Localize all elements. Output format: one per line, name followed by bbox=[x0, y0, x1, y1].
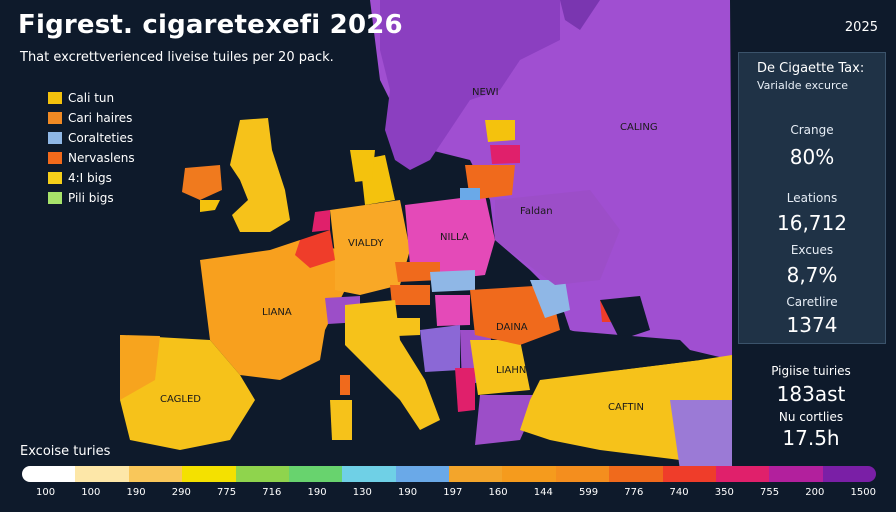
region-germany bbox=[330, 200, 410, 295]
legend-item: Cari haires bbox=[48, 108, 135, 128]
scale-tick: 350 bbox=[714, 487, 734, 498]
scale-tick: 160 bbox=[488, 487, 508, 498]
legend-item: Cali tun bbox=[48, 88, 135, 108]
stat-label: Crange bbox=[790, 123, 834, 137]
map-title: Figrest. cigaretexefi 2026 bbox=[18, 10, 403, 40]
region-ireland bbox=[182, 165, 222, 200]
map-label-faldan: Faldan bbox=[520, 206, 553, 217]
scale-segment bbox=[449, 466, 503, 482]
map-subtitle: That excrettverienced liveise tuiles per… bbox=[20, 50, 334, 65]
scale-segment bbox=[609, 466, 663, 482]
stat-label: Leations bbox=[786, 191, 838, 205]
map-label-liana: LIANA bbox=[262, 307, 292, 318]
scale-segment bbox=[395, 466, 449, 482]
region-poland bbox=[405, 195, 495, 280]
scale-segment bbox=[662, 466, 716, 482]
scale-segment bbox=[75, 466, 129, 482]
legend-swatch bbox=[48, 172, 62, 184]
map-label-liahn: LIAHN bbox=[496, 365, 526, 376]
stat-value: 8,7% bbox=[786, 263, 838, 287]
extra-value: 183ast bbox=[776, 382, 846, 406]
scale-tick: 190 bbox=[398, 487, 418, 498]
map-label-newi: NEWI bbox=[472, 87, 499, 98]
scale-tick: 100 bbox=[36, 487, 56, 498]
legend-item: 4:I bigs bbox=[48, 168, 135, 188]
scale-tick: 740 bbox=[669, 487, 689, 498]
scale-tick: 130 bbox=[352, 487, 372, 498]
scale-segment bbox=[342, 466, 396, 482]
scale-tick: 755 bbox=[760, 487, 780, 498]
scale-segment bbox=[715, 466, 770, 482]
scale-tick: 290 bbox=[171, 487, 191, 498]
map-label-nilla: NILLA bbox=[440, 232, 469, 243]
scale-tick: 190 bbox=[307, 487, 327, 498]
extra-label: Pigiise tuiries bbox=[771, 364, 851, 378]
scale-segment bbox=[22, 466, 76, 482]
legend-label: 4:I bigs bbox=[68, 171, 112, 185]
map-label-cafitn: CAFTIN bbox=[608, 402, 644, 413]
stat-label: Excues bbox=[790, 243, 834, 257]
scale-segment bbox=[769, 466, 823, 482]
scale-segment bbox=[822, 466, 876, 482]
legend-item: Pili bigs bbox=[48, 188, 135, 208]
panel-title: De Cigaette Tax: bbox=[757, 61, 865, 76]
legend-label: Cari haires bbox=[68, 111, 133, 125]
legend: Cali tun Cari haires Coralteties Nervasl… bbox=[48, 88, 135, 208]
legend-label: Nervaslens bbox=[68, 151, 135, 165]
scale-tick: 190 bbox=[126, 487, 146, 498]
legend-swatch bbox=[48, 192, 62, 204]
extra2-label: Nu cortlies bbox=[778, 410, 844, 424]
scale-tick: 100 bbox=[81, 487, 101, 498]
map-label-caglied: CAGLED bbox=[160, 394, 201, 405]
map-label-daina: DAINA bbox=[496, 322, 528, 333]
scale-tick: 716 bbox=[262, 487, 282, 498]
scale-segment bbox=[555, 466, 610, 482]
scale-title: Excoise turies bbox=[20, 444, 111, 459]
scale-tick: 200 bbox=[805, 487, 825, 498]
legend-swatch bbox=[48, 112, 62, 124]
scale-segment bbox=[288, 466, 343, 482]
legend-swatch bbox=[48, 132, 62, 144]
legend-swatch bbox=[48, 92, 62, 104]
color-scale bbox=[22, 466, 876, 482]
scale-tick: 776 bbox=[624, 487, 644, 498]
stat-label: Caretlire bbox=[786, 295, 838, 309]
map-label-caling: CALING bbox=[620, 122, 658, 133]
legend-item: Coralteties bbox=[48, 128, 135, 148]
legend-label: Coralteties bbox=[68, 131, 134, 145]
region-france bbox=[200, 240, 345, 380]
stat-value: 1374 bbox=[786, 313, 838, 337]
map-label-vialdy: VIALDY bbox=[348, 238, 384, 249]
scale-segment bbox=[502, 466, 556, 482]
legend-label: Pili bigs bbox=[68, 191, 114, 205]
panel-subtitle: Varialde excurce bbox=[757, 79, 849, 92]
stat-value: 80% bbox=[789, 145, 835, 169]
region-italy bbox=[345, 300, 440, 430]
scale-segment bbox=[128, 466, 183, 482]
scale-tick: 599 bbox=[579, 487, 599, 498]
scale-segment bbox=[182, 466, 236, 482]
region-scandinavia bbox=[380, 0, 560, 170]
stats-panel: De Cigaette Tax: Varialde excurce Crange… bbox=[738, 52, 886, 344]
scale-tick: 197 bbox=[443, 487, 463, 498]
legend-label: Cali tun bbox=[68, 91, 115, 105]
scale-tick: 144 bbox=[533, 487, 553, 498]
scale-tick: 775 bbox=[217, 487, 237, 498]
scale-ticks: 100 100 190 290 775 716 190 130 190 197 … bbox=[36, 487, 876, 498]
scale-tick: 1500 bbox=[850, 487, 876, 498]
legend-item: Nervaslens bbox=[48, 148, 135, 168]
legend-swatch bbox=[48, 152, 62, 164]
year-label: 2025 bbox=[844, 20, 878, 35]
extra2-value: 17.5h bbox=[782, 426, 840, 450]
scale-segment bbox=[235, 466, 289, 482]
region-uk bbox=[230, 118, 290, 232]
stat-value: 16,712 bbox=[777, 211, 847, 235]
